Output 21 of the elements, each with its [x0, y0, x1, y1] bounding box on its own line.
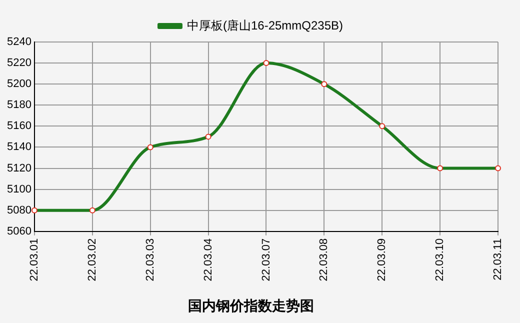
x-tick-label: 22.03.04	[202, 238, 214, 282]
x-tick-label: 22.03.09	[376, 238, 388, 282]
y-tick-label: 5220	[6, 57, 32, 70]
y-tick-label: 5160	[6, 120, 32, 132]
x-tick-label: 22.03.10	[434, 238, 446, 282]
y-tick-label: 5100	[6, 183, 32, 196]
x-tick-label: 22.03.08	[318, 238, 330, 282]
text: 国内钢价指数走势图	[188, 297, 314, 314]
x-tick-label: 22.03.07	[260, 238, 272, 282]
x-tick-label: 22.03.02	[86, 238, 98, 282]
x-tick-label: 22.03.03	[144, 238, 156, 282]
y-tick-label: 5200	[6, 78, 32, 90]
y-tick-label: 5240	[6, 36, 32, 48]
y-tick-label: 5180	[6, 99, 32, 112]
x-tick-label: 22.03.01	[28, 238, 40, 282]
y-tick-label: 5080	[6, 204, 32, 216]
x-tick-label: 22.03.11	[492, 238, 504, 280]
y-tick-label: 5120	[6, 162, 32, 174]
y-tick-label: 5060	[6, 225, 32, 238]
y-tick-label: 5140	[6, 141, 32, 154]
legend-label: 中厚板(唐山16-25mmQ235B)	[186, 18, 344, 32]
